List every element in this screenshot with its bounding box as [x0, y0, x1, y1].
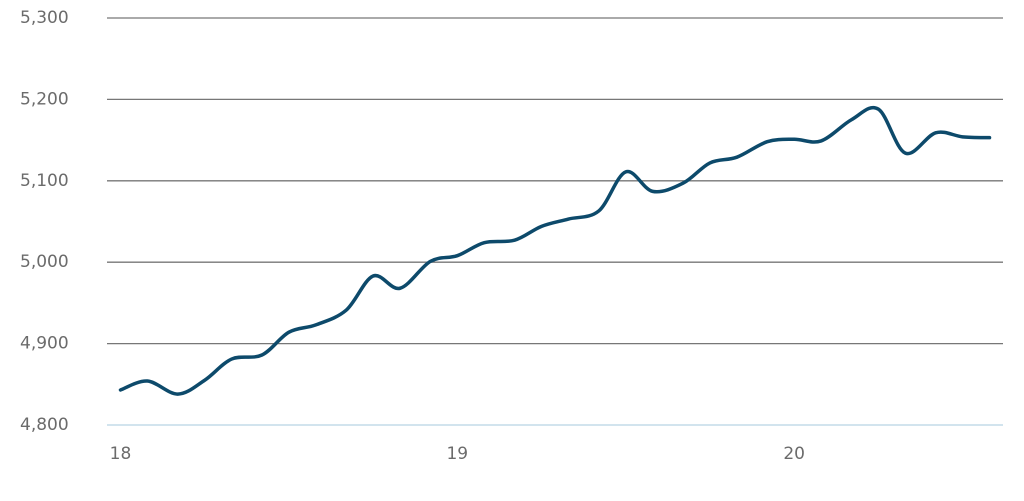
y-tick-label: 4,800 — [20, 415, 69, 435]
y-tick-label: 4,900 — [20, 334, 69, 354]
line — [118, 105, 992, 396]
y-tick-label: 5,300 — [20, 8, 69, 28]
y-tick-label: 5,100 — [20, 171, 69, 191]
x-tick-label: 18 — [110, 444, 132, 464]
x-tick-label: 20 — [783, 444, 805, 464]
x-tick-label: 19 — [446, 444, 468, 464]
y-tick-label: 5,200 — [20, 89, 69, 109]
y-tick-label: 5,000 — [20, 252, 69, 272]
